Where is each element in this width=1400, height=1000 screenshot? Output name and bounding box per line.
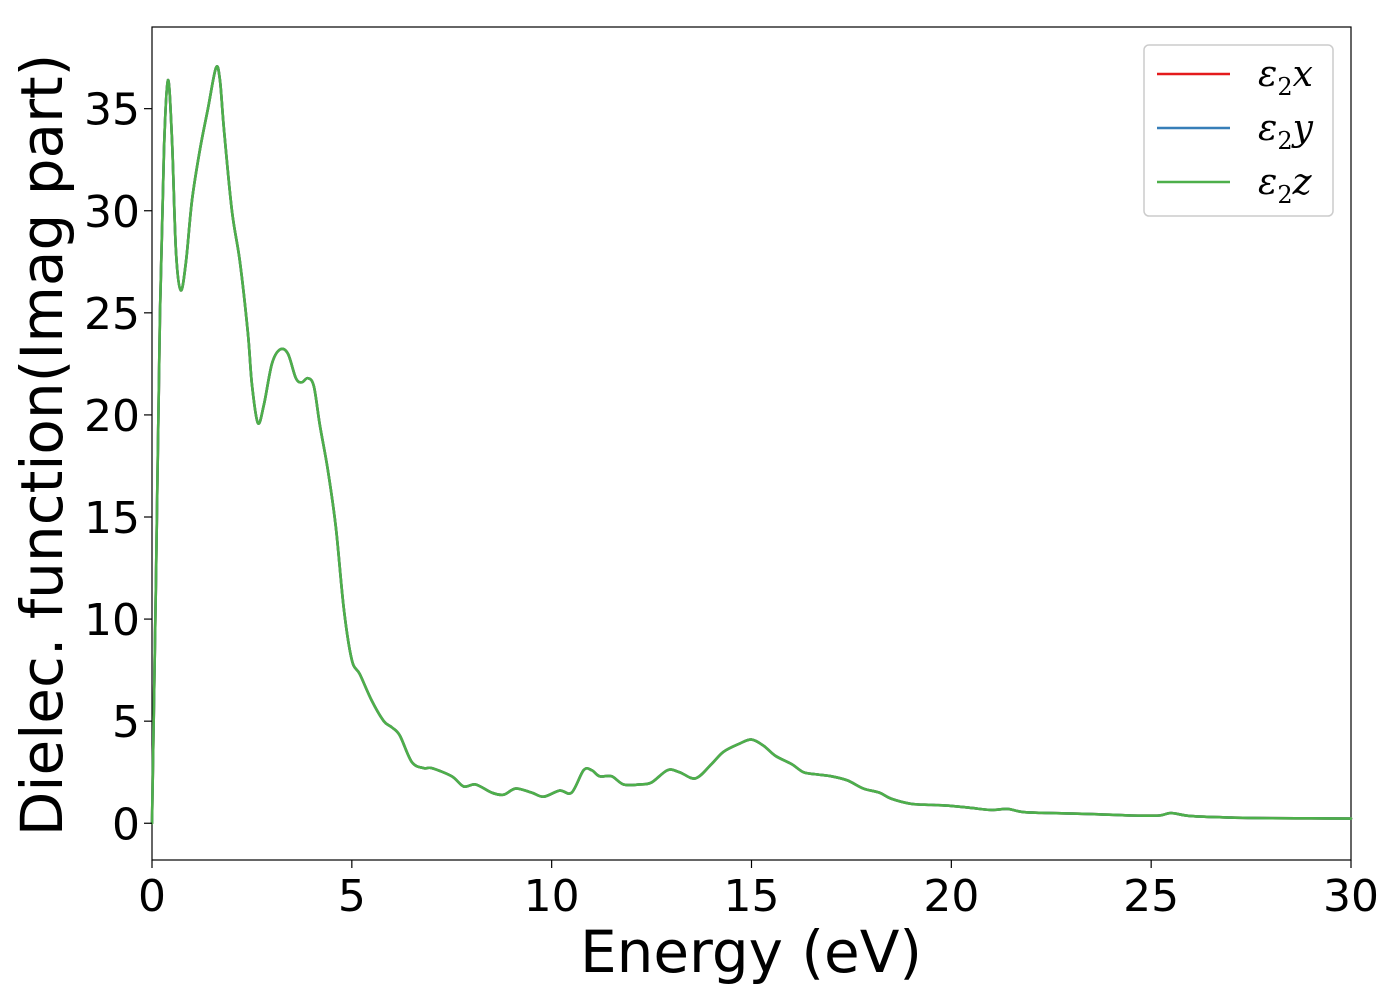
x-tick-label: 30: [1323, 871, 1379, 922]
y-tick-label: 20: [84, 391, 140, 442]
legend-label-x: ε2x: [1258, 54, 1313, 101]
series-layer: [150, 65, 1353, 825]
legend-box: [1143, 44, 1334, 217]
x-axis-label: Energy (eV): [580, 918, 922, 986]
y-axis: 0 5 10 15 20 25 30 35: [84, 85, 152, 850]
y-tick-label: 10: [84, 595, 140, 646]
legend-label-y: ε2y: [1258, 108, 1314, 155]
y-tick-label: 5: [112, 697, 140, 748]
x-tick-label: 20: [923, 871, 979, 922]
y-axis-label: Dielec. function(Imag part): [8, 54, 76, 837]
x-tick-label: 5: [338, 871, 366, 922]
y-tick-label: 25: [84, 289, 140, 340]
x-tick-label: 10: [524, 871, 580, 922]
x-axis: 0 5 10 15 20 25 30: [138, 860, 1379, 922]
x-tick-label: 0: [138, 871, 166, 922]
x-tick-label: 25: [1123, 871, 1179, 922]
y-tick-label: 35: [84, 85, 140, 136]
y-tick-label: 0: [112, 799, 140, 850]
y-tick-label: 15: [84, 493, 140, 544]
series-line-z: [150, 65, 1353, 825]
legend-label-z: ε2z: [1258, 162, 1313, 209]
y-tick-label: 30: [84, 187, 140, 238]
legend: ε2x ε2y ε2z: [1143, 44, 1334, 217]
x-tick-label: 15: [724, 871, 780, 922]
